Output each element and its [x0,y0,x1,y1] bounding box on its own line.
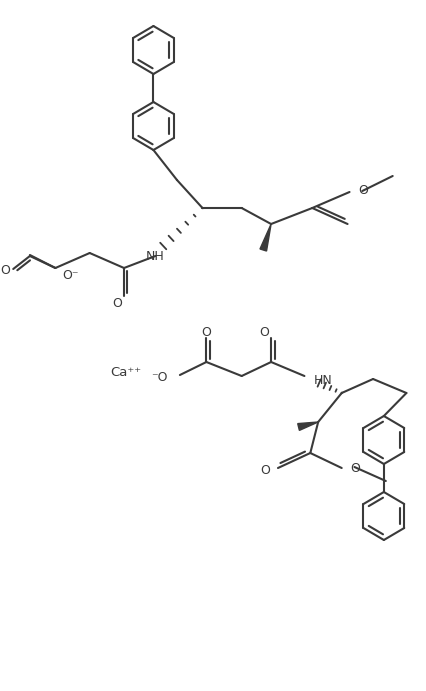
Text: O: O [0,263,10,276]
Text: O: O [357,184,367,196]
Text: O: O [259,464,270,477]
Text: O: O [350,462,360,475]
Text: O: O [201,325,211,339]
Polygon shape [297,422,317,430]
Text: Ca⁺⁺: Ca⁺⁺ [110,366,141,379]
Text: O⁻: O⁻ [62,269,78,281]
Text: HN: HN [314,374,332,386]
Polygon shape [259,224,271,251]
Text: O: O [259,325,268,339]
Text: ⁻O: ⁻O [151,370,168,384]
Text: NH: NH [146,249,164,263]
Text: O: O [112,296,122,310]
